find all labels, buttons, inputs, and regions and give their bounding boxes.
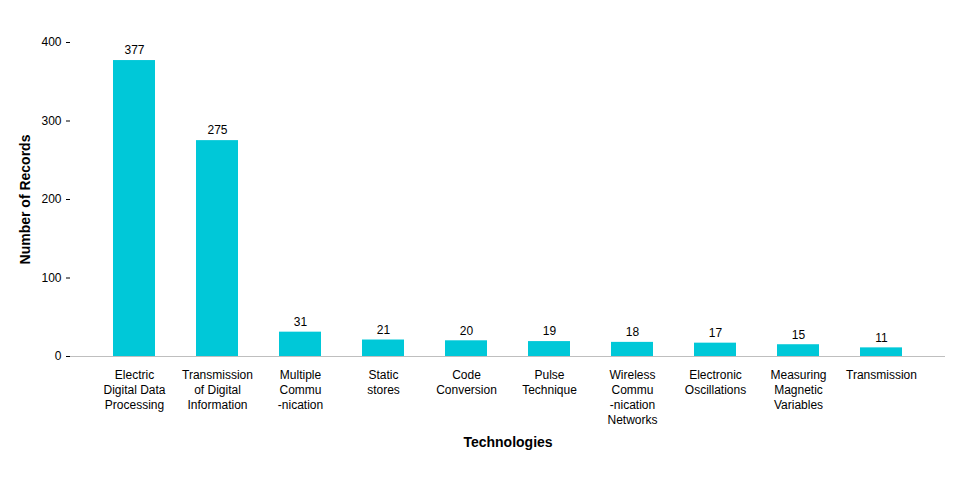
- svg-text:15: 15: [792, 328, 806, 342]
- svg-text:CodeConversion: CodeConversion: [436, 368, 497, 397]
- svg-text:377: 377: [124, 43, 144, 57]
- svg-text:Transmission: Transmission: [846, 368, 917, 382]
- svg-text:PulseTechnique: PulseTechnique: [522, 368, 577, 397]
- svg-text:MultipleCommu-nication: MultipleCommu-nication: [278, 368, 323, 412]
- svg-text:MeasuringMagneticVariables: MeasuringMagneticVariables: [770, 368, 826, 412]
- svg-text:ElectronicOscillations: ElectronicOscillations: [685, 368, 746, 397]
- svg-text:31: 31: [294, 315, 308, 329]
- svg-text:Technologies: Technologies: [463, 434, 552, 450]
- svg-text:ElectricDigital DataProcessing: ElectricDigital DataProcessing: [103, 368, 165, 412]
- svg-text:200: 200: [41, 192, 61, 206]
- svg-text:100: 100: [41, 271, 61, 285]
- svg-text:300: 300: [41, 114, 61, 128]
- svg-text:21: 21: [377, 323, 391, 337]
- svg-text:20: 20: [460, 324, 474, 338]
- svg-text:19: 19: [543, 324, 557, 338]
- svg-text:275: 275: [207, 123, 227, 137]
- svg-text:Transmissionof DigitalInformat: Transmissionof DigitalInformation: [182, 368, 253, 412]
- svg-text:18: 18: [626, 325, 640, 339]
- svg-text:Staticstores: Staticstores: [367, 368, 400, 397]
- svg-text:17: 17: [709, 326, 723, 340]
- svg-text:400: 400: [41, 35, 61, 49]
- svg-text:0: 0: [55, 349, 62, 363]
- svg-text:WirelessCommu-nicationNetworks: WirelessCommu-nicationNetworks: [607, 368, 657, 427]
- svg-text:11: 11: [875, 331, 888, 345]
- svg-text:Number of Records: Number of Records: [17, 134, 33, 264]
